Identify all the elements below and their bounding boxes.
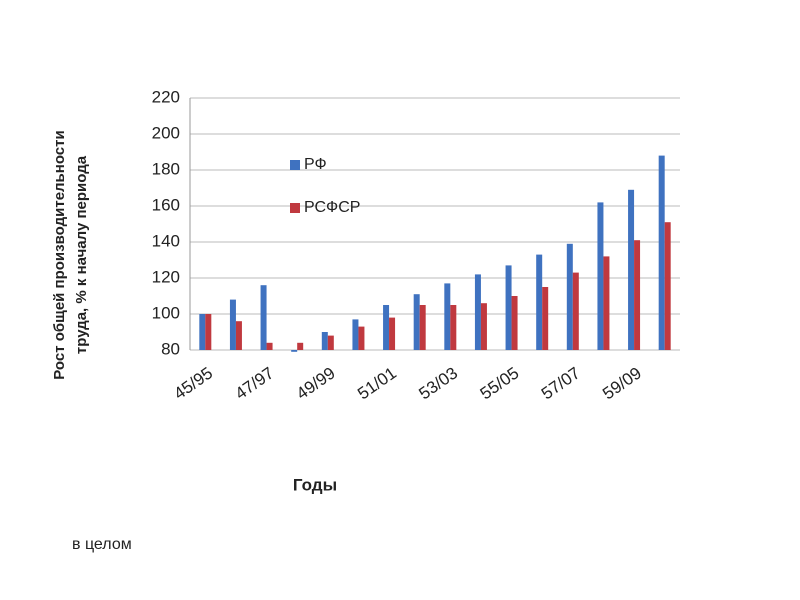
bar <box>297 342 304 350</box>
y-tick-label: 120 <box>152 267 180 286</box>
bar <box>444 283 451 350</box>
bar <box>480 303 487 350</box>
x-tick-label: 55/05 <box>477 363 523 403</box>
bar <box>474 274 481 350</box>
bar <box>205 314 212 350</box>
bar <box>291 350 298 352</box>
y-tick-label: 160 <box>152 195 180 214</box>
y-axis-title: Рост общей производительности труда, % к… <box>51 130 90 379</box>
bar <box>266 342 273 350</box>
y-tick-label: 100 <box>152 303 180 322</box>
bar <box>419 305 426 350</box>
x-tick-label: 49/99 <box>293 363 339 403</box>
bar <box>352 319 359 350</box>
bar <box>634 240 641 350</box>
bar <box>413 294 420 350</box>
bar <box>383 305 390 350</box>
x-tick-label: 45/95 <box>170 363 216 403</box>
x-tick-label: 53/03 <box>415 363 461 403</box>
bar <box>450 305 457 350</box>
x-tick-label: 57/07 <box>538 363 584 403</box>
y-tick-label: 220 <box>152 87 180 106</box>
legend-label: РСФСР <box>304 199 360 216</box>
y-tick-label: 80 <box>161 339 180 358</box>
bar <box>542 287 549 350</box>
bar <box>321 332 328 350</box>
bar <box>505 265 512 350</box>
bar <box>260 285 267 350</box>
x-tick-label: 59/09 <box>599 363 645 403</box>
y-tick-label: 180 <box>152 159 180 178</box>
bar <box>389 317 396 350</box>
bar <box>628 189 635 350</box>
bar <box>327 335 334 350</box>
bar <box>658 155 665 350</box>
bar <box>235 321 242 350</box>
y-tick-label: 140 <box>152 231 180 250</box>
bar <box>199 314 206 350</box>
x-axis-title: Годы <box>293 475 337 494</box>
caption: в целом <box>72 536 132 553</box>
legend-swatch <box>290 203 300 213</box>
x-tick-label: 47/97 <box>232 363 278 403</box>
legend-swatch <box>290 160 300 170</box>
bar <box>603 256 610 350</box>
bar <box>597 202 604 350</box>
bar <box>511 296 518 350</box>
bar <box>566 243 573 350</box>
bar <box>358 326 365 350</box>
y-axis-title-line: Рост общей производительности <box>51 130 68 379</box>
bar <box>664 222 671 350</box>
legend-label: РФ <box>304 156 327 173</box>
x-tick-label: 51/01 <box>354 363 400 403</box>
y-axis-title-line: труда, % к началу периода <box>73 155 90 354</box>
bar <box>536 254 543 350</box>
bar <box>229 299 236 350</box>
y-tick-label: 200 <box>152 123 180 142</box>
bar <box>572 272 579 350</box>
